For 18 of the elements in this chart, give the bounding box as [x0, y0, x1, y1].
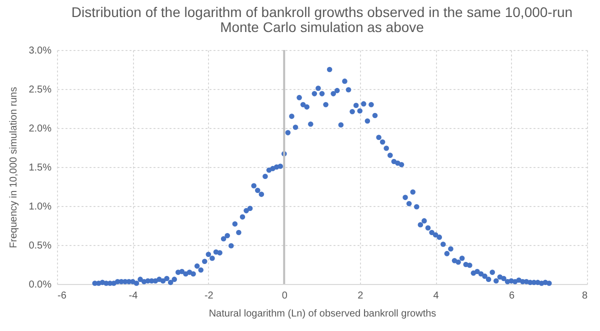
chart-title: Distribution of the logarithm of bankroll growths observed in the same 10,000-run Monte Carlo simulation as above — [71, 4, 573, 35]
x-tick-label: -6 — [58, 290, 67, 302]
x-tick-label: -4 — [128, 290, 138, 302]
x-tick-label: 4 — [433, 290, 440, 302]
x-tick-label: 8 — [582, 290, 588, 302]
x-axis-title: Natural logarithm (Ln) of observed bankroll growths — [208, 308, 436, 320]
y-tick-label: 1.5% — [28, 162, 52, 174]
y-axis-title: Frequency in 10,000 simulation runs — [8, 86, 20, 248]
x-tick-label: 6 — [509, 290, 516, 302]
y-tick-label: 2.0% — [28, 124, 52, 134]
x-tick-label: -2 — [204, 290, 214, 302]
y-tick-label: 0.0% — [28, 280, 52, 290]
x-tick-label: 2 — [358, 290, 364, 302]
y-tick-label: 1.0% — [28, 202, 52, 212]
y-tick-label: 0.5% — [28, 240, 52, 252]
y-tick-label: 3.0% — [28, 46, 52, 56]
y-tick-label: 2.5% — [28, 84, 52, 96]
x-tick-label: 0 — [282, 290, 288, 302]
